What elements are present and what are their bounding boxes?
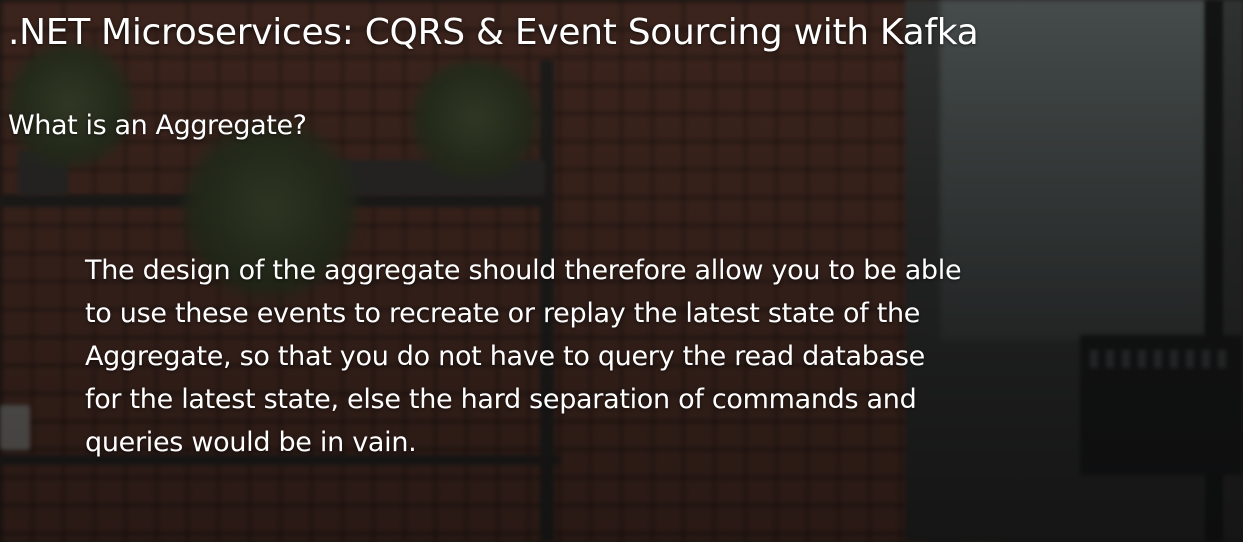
slide-heading: What is an Aggregate? xyxy=(8,110,307,141)
slide-body-line: Aggregate, so that you do not have to qu… xyxy=(85,341,925,372)
slide-body: The design of the aggregate should there… xyxy=(85,249,1195,464)
slide-body-line: queries would be in vain. xyxy=(85,427,417,458)
course-title: .NET Microservices: CQRS & Event Sourcin… xyxy=(8,12,979,53)
slide-body-line: to use these events to recreate or repla… xyxy=(85,298,921,329)
slide-body-line: for the latest state, else the hard sepa… xyxy=(85,384,917,415)
slide-body-line: The design of the aggregate should there… xyxy=(85,255,962,286)
